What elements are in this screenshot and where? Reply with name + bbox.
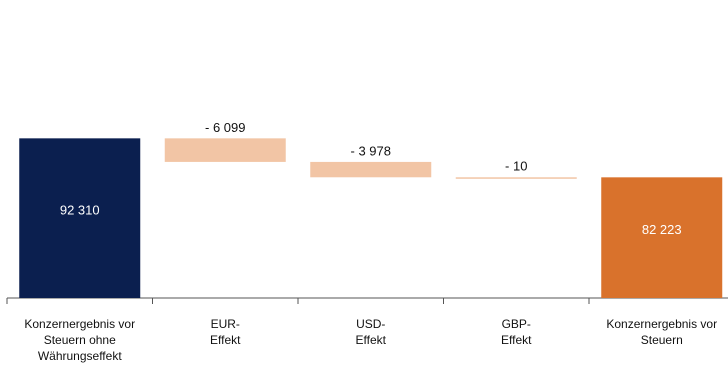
bar [164, 138, 286, 162]
value-label: - 3 978 [351, 143, 391, 158]
x-tick-label: Steuern [641, 333, 683, 347]
value-label: - 6 099 [205, 120, 245, 135]
x-tick-label: Währungseffekt [38, 349, 122, 363]
x-tick-label: Konzernergebnis vor [606, 317, 717, 331]
bar [310, 161, 432, 178]
value-label: - 10 [505, 159, 527, 174]
x-tick-label: Konzernergebnis vor [24, 317, 135, 331]
bar [601, 177, 723, 298]
x-tick-label: Effekt [501, 333, 532, 347]
x-tick-label: EUR- [211, 317, 240, 331]
x-tick-label: Effekt [210, 333, 241, 347]
x-tick-label: USD- [356, 317, 385, 331]
x-tick-label: Effekt [356, 333, 387, 347]
value-label: 82 223 [642, 222, 682, 237]
x-tick-label: GBP- [502, 317, 531, 331]
bar [19, 138, 141, 298]
bar [455, 177, 577, 179]
x-tick-label: Steuern ohne [44, 333, 116, 347]
value-label: 92 310 [60, 203, 100, 218]
